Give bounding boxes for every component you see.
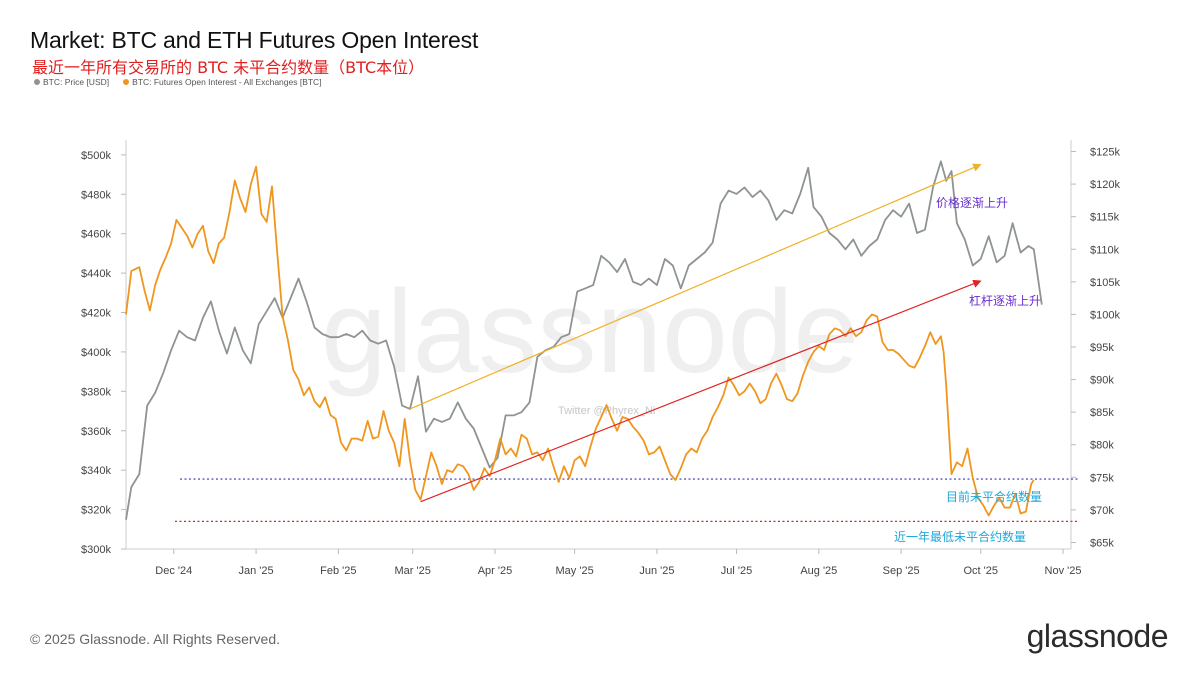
left-tick-label: $400k bbox=[81, 347, 111, 359]
left-tick-label: $420k bbox=[81, 308, 111, 320]
right-tick-label: $75k bbox=[1090, 472, 1114, 484]
left-tick-label: $340k bbox=[81, 465, 111, 477]
legend-item-open-interest[interactable]: BTC: Futures Open Interest - All Exchang… bbox=[123, 77, 322, 87]
right-tick-label: $110k bbox=[1090, 244, 1120, 256]
open-interest-line bbox=[125, 165, 1035, 517]
left-tick-label: $440k bbox=[81, 268, 111, 280]
right-tick-label: $95k bbox=[1090, 342, 1114, 354]
x-tick-label: Aug '25 bbox=[800, 565, 837, 577]
left-tick-label: $480k bbox=[81, 189, 111, 201]
page-title: Market: BTC and ETH Futures Open Interes… bbox=[30, 27, 479, 53]
right-tick-label: $85k bbox=[1090, 407, 1114, 419]
right-tick-label: $105k bbox=[1090, 277, 1120, 289]
right-tick-label: $80k bbox=[1090, 440, 1114, 452]
leverage-trend-arrow bbox=[420, 279, 982, 503]
x-tick-label: Oct '25 bbox=[963, 565, 998, 577]
price-rising-label: 价格逐渐上升 bbox=[936, 195, 1008, 210]
legend-dot-price bbox=[34, 79, 40, 85]
legend-item-price[interactable]: BTC: Price [USD] bbox=[34, 77, 109, 87]
x-tick-label: Nov '25 bbox=[1045, 565, 1082, 577]
left-tick-label: $360k bbox=[81, 426, 111, 438]
left-tick-label: $500k bbox=[81, 150, 111, 162]
x-tick-label: Feb '25 bbox=[320, 565, 356, 577]
right-tick-label: $125k bbox=[1090, 147, 1120, 159]
x-tick-label: Jul '25 bbox=[721, 565, 752, 577]
btc-price-line bbox=[125, 160, 1043, 520]
x-tick-label: Jan '25 bbox=[238, 565, 273, 577]
right-tick-label: $70k bbox=[1090, 505, 1114, 517]
legend-dot-open-interest bbox=[123, 79, 130, 85]
chart-legend: BTC: Price [USD] BTC: Futures Open Inter… bbox=[34, 77, 322, 87]
x-tick-label: Jun '25 bbox=[639, 565, 674, 577]
right-tick-label: $65k bbox=[1090, 537, 1114, 549]
left-tick-label: $300k bbox=[81, 544, 111, 556]
glassnode-logo[interactable]: glassnode bbox=[1026, 618, 1169, 654]
left-tick-label: $460k bbox=[81, 229, 111, 241]
leverage-rising-label: 杠杆逐渐上升 bbox=[969, 293, 1041, 308]
copyright-footer: © 2025 Glassnode. All Rights Reserved. bbox=[30, 631, 281, 647]
page-subtitle: 最近一年所有交易所的 BTC 未平合约数量（BTC本位） bbox=[32, 58, 425, 77]
legend-label-open-interest: BTC: Futures Open Interest - All Exchang… bbox=[132, 77, 322, 87]
price-trend-arrow bbox=[409, 163, 982, 410]
right-tick-label: $115k bbox=[1090, 212, 1120, 224]
legend-label-price: BTC: Price [USD] bbox=[43, 77, 110, 87]
x-tick-label: Dec '24 bbox=[155, 565, 192, 577]
right-tick-label: $90k bbox=[1090, 375, 1114, 387]
x-tick-label: Sep '25 bbox=[883, 565, 920, 577]
left-tick-label: $380k bbox=[81, 386, 111, 398]
watermark-handle: Twitter @Phyrex_Ni bbox=[558, 405, 655, 417]
left-tick-label: $320k bbox=[81, 505, 111, 517]
x-tick-label: May '25 bbox=[556, 565, 594, 577]
x-tick-label: Mar '25 bbox=[395, 565, 431, 577]
year-low-oi-label: 近一年最低未平合约数量 bbox=[894, 529, 1026, 544]
current-oi-label: 目前未平合约数量 bbox=[946, 489, 1042, 504]
right-tick-label: $100k bbox=[1090, 309, 1120, 321]
right-tick-label: $120k bbox=[1090, 179, 1120, 191]
x-tick-label: Apr '25 bbox=[478, 565, 513, 577]
